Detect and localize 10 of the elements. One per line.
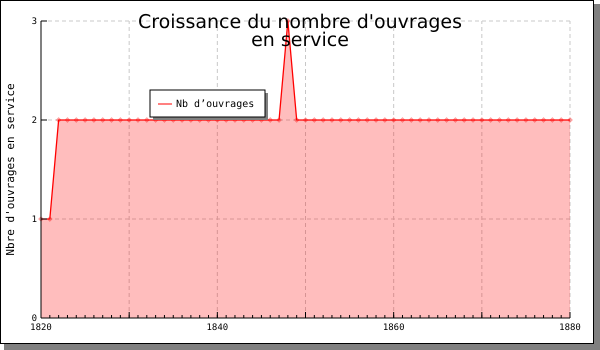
y-tick-label: 0 <box>32 314 37 324</box>
y-tick-label: 1 <box>32 215 37 225</box>
x-tick-label: 1820 <box>30 323 52 333</box>
x-tick-label: 1840 <box>206 323 228 333</box>
x-tick-label: 1880 <box>559 323 581 333</box>
y-tick-label: 3 <box>32 17 37 27</box>
x-tick-label: 1860 <box>382 323 405 333</box>
y-tick-label: 2 <box>32 116 37 126</box>
legend-label: Nb d’ouvrages <box>176 99 254 110</box>
y-axis-title: Nbre d'ouvrages en service <box>4 83 17 256</box>
